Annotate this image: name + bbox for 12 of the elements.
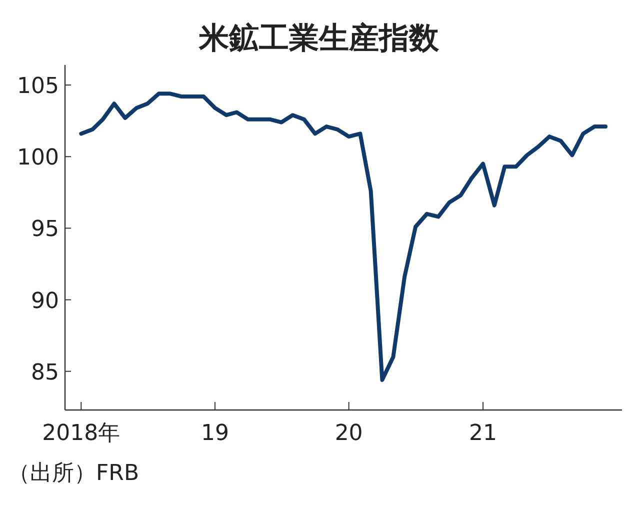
y-tick-label: 90 bbox=[31, 288, 59, 314]
x-tick-label: 21 bbox=[469, 421, 498, 446]
y-tick-label: 100 bbox=[17, 146, 59, 171]
y-tick-label: 85 bbox=[31, 360, 59, 386]
text: （出所）FRB bbox=[8, 461, 140, 486]
y-tick-label: 95 bbox=[31, 217, 59, 242]
x-tick-label: 20 bbox=[334, 421, 363, 446]
chart-title: 米鉱工業生産指数 bbox=[198, 21, 440, 56]
x-tick-label: 2018年 bbox=[42, 421, 120, 446]
x-tick-label: 19 bbox=[200, 421, 229, 446]
line-series bbox=[79, 92, 608, 382]
y-tick-label: 105 bbox=[17, 74, 59, 100]
